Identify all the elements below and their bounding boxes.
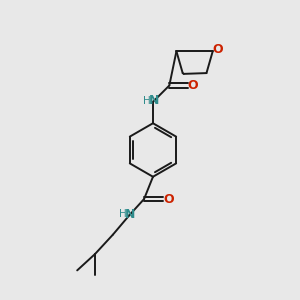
Text: O: O	[213, 43, 224, 56]
Text: N: N	[125, 208, 136, 221]
Text: O: O	[188, 79, 198, 92]
Text: H: H	[119, 209, 127, 219]
Text: O: O	[163, 193, 174, 206]
Text: N: N	[149, 94, 159, 107]
Text: H: H	[142, 96, 150, 106]
